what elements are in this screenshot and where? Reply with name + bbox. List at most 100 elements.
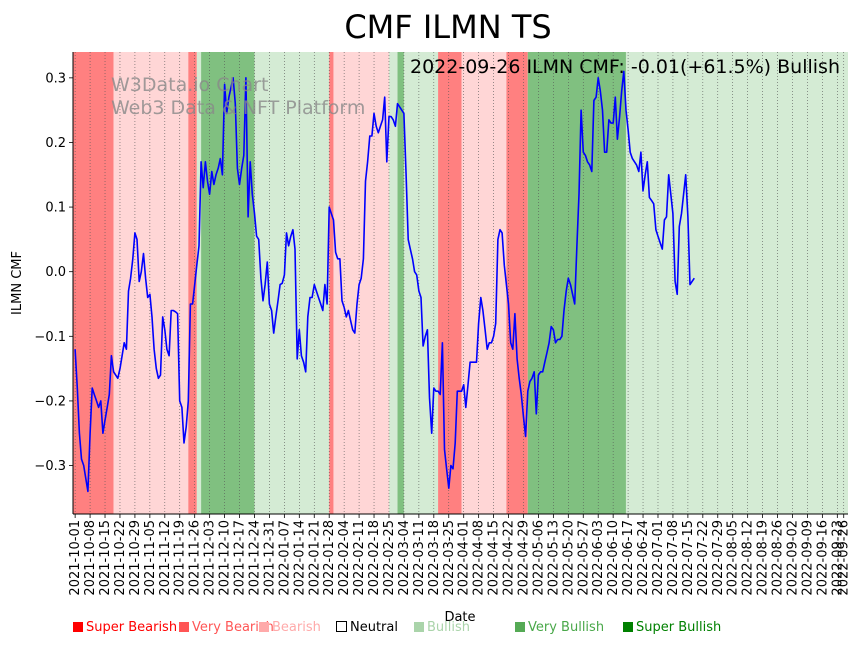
legend-item-neutral: Neutral <box>336 620 398 635</box>
x-tick-label: 2022-02-18 <box>367 520 382 596</box>
legend-item-bearish: Bearish <box>259 620 321 635</box>
x-tick-label: 2022-05-06 <box>531 520 546 596</box>
x-tick-label: 2022-04-01 <box>457 520 472 596</box>
legend-swatch-very-bullish <box>515 622 525 632</box>
x-tick-label: 2022-01-07 <box>277 520 292 596</box>
x-tick-label: 2022-08-26 <box>771 520 786 596</box>
regime-band <box>188 52 197 514</box>
x-tick-label: 2021-12-10 <box>218 520 233 596</box>
x-tick-label: 2022-06-10 <box>606 520 621 596</box>
x-tick-label: 2022-09-02 <box>785 520 800 596</box>
y-axis-label: ILMN CMF <box>10 251 25 315</box>
chart-title: CMF ILMN TS <box>344 8 551 46</box>
x-tick-label: 2022-09-16 <box>815 520 830 596</box>
x-tick-label: 2021-10-15 <box>98 520 113 596</box>
regime-band <box>329 52 334 514</box>
x-tick-label: 2021-12-17 <box>233 520 248 596</box>
x-tick-label: 2022-07-29 <box>711 520 726 596</box>
regime-bands <box>73 52 848 514</box>
legend-label-bearish: Bearish <box>272 620 321 635</box>
chart-annotation: 2022-09-26 ILMN CMF: -0.01(+61.5%) Bulli… <box>410 56 840 78</box>
legend-item-super-bearish: Super Bearish <box>73 620 177 635</box>
regime-band <box>403 52 439 514</box>
x-tick-label: 2022-08-12 <box>741 520 756 596</box>
y-tick-label: −0.2 <box>34 394 66 409</box>
legend-label-very-bullish: Very Bullish <box>528 620 605 635</box>
legend-item-super-bullish: Super Bullish <box>623 620 721 635</box>
legend-label-bullish: Bullish <box>427 620 471 635</box>
regime-band <box>254 52 330 514</box>
regime-band <box>201 52 255 514</box>
y-tick-label: −0.3 <box>34 459 66 474</box>
regime-band <box>438 52 462 514</box>
regime-band <box>113 52 189 514</box>
regime-band <box>397 52 404 514</box>
x-tick-label: 2022-07-15 <box>681 520 696 596</box>
legend-swatch-bullish <box>414 622 424 632</box>
x-tick-label: 2022-04-29 <box>516 520 531 596</box>
x-tick-label: 2021-10-22 <box>113 520 128 596</box>
x-tick-label: 2022-07-08 <box>666 520 681 596</box>
x-tick-label: 2021-11-19 <box>173 520 188 596</box>
x-tick-label: 2022-02-25 <box>382 520 397 596</box>
x-tick-label: 2021-10-08 <box>83 520 98 596</box>
x-tick-label: 2022-09-26 <box>837 520 852 596</box>
x-tick-label: 2022-09-23 <box>830 520 845 596</box>
x-tick-label: 2022-06-17 <box>621 520 636 596</box>
y-tick-label: 0.2 <box>45 136 66 151</box>
x-tick-label: 2022-01-28 <box>322 520 337 596</box>
legend: Super Bearish Very Bearish Bearish Neutr… <box>73 620 853 638</box>
x-tick-label: 2022-04-22 <box>502 520 517 596</box>
x-tick-label: 2022-01-14 <box>292 520 307 596</box>
x-axis-label: Date <box>444 610 475 625</box>
x-tick-label: 2022-09-09 <box>800 520 815 596</box>
x-tick-label: 2022-06-03 <box>591 520 606 596</box>
legend-swatch-super-bullish <box>623 622 633 632</box>
legend-label-super-bullish: Super Bullish <box>636 620 722 635</box>
x-tick-label: 2021-10-29 <box>128 520 143 596</box>
series-line-layer <box>74 70 695 493</box>
x-tick-label: 2021-12-31 <box>262 520 277 596</box>
x-tick-label: 2021-11-05 <box>143 520 158 596</box>
x-tick-label: 2021-11-12 <box>158 520 173 596</box>
y-tick-label: 0.0 <box>45 265 66 280</box>
x-tick-label: 2022-03-04 <box>397 520 412 596</box>
regime-band <box>461 52 507 514</box>
y-tick-label: 0.3 <box>45 71 66 86</box>
x-tick-label: 2022-01-21 <box>307 520 322 596</box>
x-tick-label: 2022-05-27 <box>576 520 591 596</box>
legend-label-super-bearish: Super Bearish <box>86 620 178 635</box>
x-tick-label: 2022-02-04 <box>337 520 352 596</box>
x-tick-label: 2022-05-20 <box>561 520 576 596</box>
x-tick-label: 2022-03-11 <box>412 520 427 596</box>
x-tick-label: 2022-04-08 <box>472 520 487 596</box>
legend-swatch-super-bearish <box>73 622 83 632</box>
x-tick-label: 2021-12-24 <box>247 520 262 596</box>
regime-band <box>196 52 202 514</box>
x-tick-label: 2022-02-11 <box>352 520 367 596</box>
regime-band <box>388 52 398 514</box>
x-tick-label: 2022-07-22 <box>696 520 711 596</box>
x-tick-label: 2022-08-05 <box>726 520 741 596</box>
legend-item-bullish: Bullish <box>414 620 470 635</box>
x-tick-label: 2022-05-13 <box>546 520 561 596</box>
x-tick-label: 2022-04-15 <box>487 520 502 596</box>
legend-item-very-bearish: Very Bearish <box>179 620 274 635</box>
x-tick-label: 2022-06-24 <box>636 520 651 596</box>
legend-label-neutral: Neutral <box>350 620 398 635</box>
watermark-line-1: W3Data.io Chart <box>111 74 268 96</box>
x-tick-label: 2021-10-01 <box>68 520 83 596</box>
x-tick-label: 2022-08-19 <box>756 520 771 596</box>
watermark-line-2: Web3 Data & NFT Platform <box>111 97 365 119</box>
regime-band <box>625 52 848 514</box>
y-tick-label: 0.1 <box>45 201 66 216</box>
x-tick-label: 2021-12-03 <box>203 520 218 596</box>
x-tick-label: 2021-11-26 <box>188 520 203 596</box>
legend-label-very-bearish: Very Bearish <box>192 620 274 635</box>
legend-swatch-bearish <box>259 622 269 632</box>
series-line-cmf <box>74 70 695 493</box>
y-tick-label: −0.1 <box>34 330 66 345</box>
legend-item-very-bullish: Very Bullish <box>515 620 604 635</box>
x-tick-label: 2022-07-01 <box>651 520 666 596</box>
